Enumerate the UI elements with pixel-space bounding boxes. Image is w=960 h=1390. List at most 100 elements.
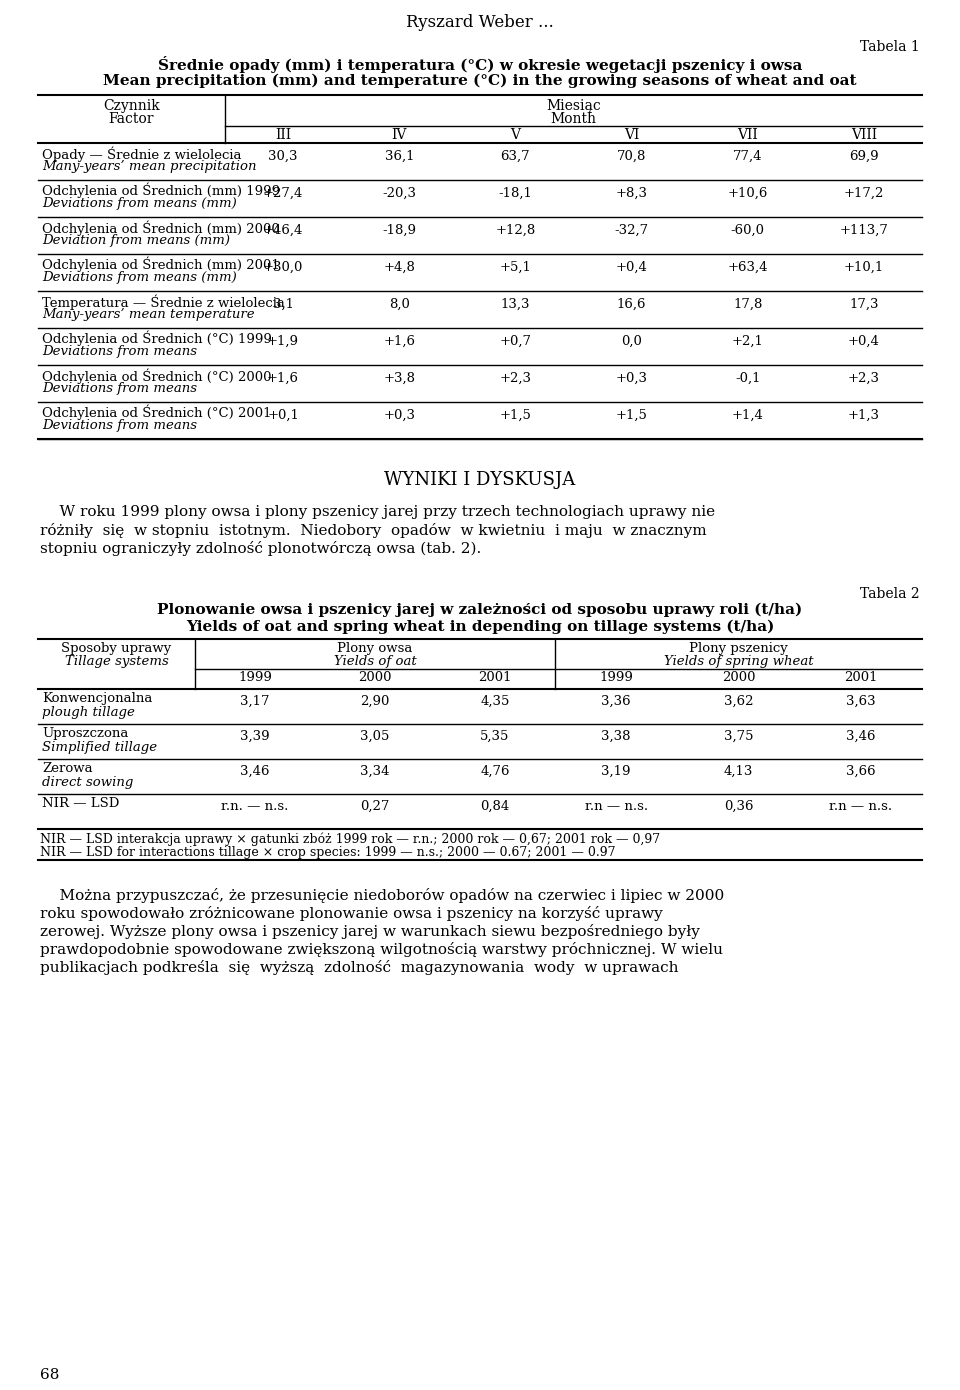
Text: 3,17: 3,17	[240, 695, 270, 708]
Text: +1,9: +1,9	[267, 335, 300, 348]
Text: +0,4: +0,4	[615, 261, 648, 274]
Text: Średnie opady (mm) i temperatura (°C) w okresie wegetacji pszenicy i owsa: Średnie opady (mm) i temperatura (°C) w …	[157, 56, 803, 74]
Text: r.n — n.s.: r.n — n.s.	[829, 801, 893, 813]
Text: direct sowing: direct sowing	[42, 776, 133, 790]
Text: +2,3: +2,3	[499, 373, 532, 385]
Text: +1,5: +1,5	[499, 409, 531, 423]
Text: 0,84: 0,84	[480, 801, 510, 813]
Text: roku spowodowało zróżnicowane plonowanie owsa i pszenicy na korzyść uprawy: roku spowodowało zróżnicowane plonowanie…	[40, 906, 662, 922]
Text: +30,0: +30,0	[263, 261, 303, 274]
Text: 2001: 2001	[478, 671, 512, 684]
Text: +1,6: +1,6	[383, 335, 416, 348]
Text: Ryszard Weber ...: Ryszard Weber ...	[406, 14, 554, 31]
Text: Factor: Factor	[108, 113, 155, 126]
Text: plough tillage: plough tillage	[42, 706, 134, 719]
Text: 3,34: 3,34	[360, 765, 390, 778]
Text: Deviation from means (mm): Deviation from means (mm)	[42, 234, 230, 247]
Text: -20,3: -20,3	[382, 188, 417, 200]
Text: Plonowanie owsa i pszenicy jarej w zależności od sposobu uprawy roli (t/ha): Plonowanie owsa i pszenicy jarej w zależ…	[157, 603, 803, 617]
Text: Odchylenia od Średnich (°C) 2000: Odchylenia od Średnich (°C) 2000	[42, 368, 272, 384]
Text: różniły  się  w stopniu  istotnym.  Niedobory  opadów  w kwietniu  i maju  w zna: różniły się w stopniu istotnym. Niedobor…	[40, 523, 707, 538]
Text: 0,36: 0,36	[724, 801, 754, 813]
Text: Temperatura — Średnie z wielolecia: Temperatura — Średnie z wielolecia	[42, 295, 285, 310]
Text: 77,4: 77,4	[733, 150, 762, 163]
Text: +4,8: +4,8	[383, 261, 415, 274]
Text: -60,0: -60,0	[731, 224, 765, 238]
Text: -32,7: -32,7	[614, 224, 649, 238]
Text: W roku 1999 plony owsa i plony pszenicy jarej przy trzech technologiach uprawy n: W roku 1999 plony owsa i plony pszenicy …	[40, 505, 715, 518]
Text: 3,36: 3,36	[601, 695, 631, 708]
Text: 2000: 2000	[358, 671, 392, 684]
Text: Mean precipitation (mm) and temperature (°C) in the growing seasons of wheat and: Mean precipitation (mm) and temperature …	[104, 74, 856, 89]
Text: Yields of oat and spring wheat in depending on tillage systems (t/ha): Yields of oat and spring wheat in depend…	[186, 620, 774, 634]
Text: publikacjach podkreśla  się  wyższą  zdolność  magazynowania  wody  w uprawach: publikacjach podkreśla się wyższą zdolno…	[40, 960, 679, 974]
Text: Month: Month	[550, 113, 596, 126]
Text: +3,8: +3,8	[383, 373, 416, 385]
Text: +63,4: +63,4	[728, 261, 768, 274]
Text: 16,6: 16,6	[617, 297, 646, 311]
Text: Uproszczona: Uproszczona	[42, 727, 129, 739]
Text: 1999: 1999	[238, 671, 272, 684]
Text: Odchylenia od Średnich (mm) 1999: Odchylenia od Średnich (mm) 1999	[42, 183, 280, 199]
Text: Tillage systems: Tillage systems	[64, 655, 168, 669]
Text: 0,27: 0,27	[360, 801, 390, 813]
Text: VI: VI	[624, 128, 639, 142]
Text: WYNIKI I DYSKUSJA: WYNIKI I DYSKUSJA	[384, 471, 576, 489]
Text: VIII: VIII	[851, 128, 877, 142]
Text: Opady — Średnie z wielolecia: Opady — Średnie z wielolecia	[42, 146, 242, 161]
Text: +2,3: +2,3	[848, 373, 880, 385]
Text: +27,4: +27,4	[263, 188, 303, 200]
Text: Tabela 1: Tabela 1	[860, 40, 920, 54]
Text: Many-years’ mean precipitation: Many-years’ mean precipitation	[42, 160, 256, 172]
Text: -18,1: -18,1	[498, 188, 533, 200]
Text: +10,1: +10,1	[844, 261, 884, 274]
Text: NIR — LSD for interactions tillage × crop species: 1999 — n.s.; 2000 — 0.67; 200: NIR — LSD for interactions tillage × cro…	[40, 847, 615, 859]
Text: Odchylenia od Średnich (mm) 2001: Odchylenia od Średnich (mm) 2001	[42, 257, 279, 272]
Text: +17,2: +17,2	[844, 188, 884, 200]
Text: 3,39: 3,39	[240, 730, 270, 744]
Text: 3,1: 3,1	[273, 297, 294, 311]
Text: +10,6: +10,6	[728, 188, 768, 200]
Text: 3,62: 3,62	[724, 695, 754, 708]
Text: r.n. — n.s.: r.n. — n.s.	[222, 801, 289, 813]
Text: 68: 68	[40, 1368, 60, 1382]
Text: 63,7: 63,7	[500, 150, 530, 163]
Text: VII: VII	[737, 128, 758, 142]
Text: 2000: 2000	[722, 671, 756, 684]
Text: +1,6: +1,6	[267, 373, 300, 385]
Text: NIR — LSD interakcja uprawy × gatunki zbóż 1999 rok — r.n.; 2000 rok — 0,67; 200: NIR — LSD interakcja uprawy × gatunki zb…	[40, 833, 660, 847]
Text: 3,63: 3,63	[846, 695, 876, 708]
Text: III: III	[275, 128, 291, 142]
Text: 3,38: 3,38	[601, 730, 631, 744]
Text: Deviations from means: Deviations from means	[42, 382, 197, 395]
Text: stopniu ograniczyły zdolność plonotwórczą owsa (tab. 2).: stopniu ograniczyły zdolność plonotwórcz…	[40, 541, 481, 556]
Text: -18,9: -18,9	[382, 224, 417, 238]
Text: 30,3: 30,3	[269, 150, 298, 163]
Text: r.n — n.s.: r.n — n.s.	[585, 801, 648, 813]
Text: Yields of spring wheat: Yields of spring wheat	[663, 655, 813, 669]
Text: +1,4: +1,4	[732, 409, 764, 423]
Text: +113,7: +113,7	[839, 224, 888, 238]
Text: 4,13: 4,13	[724, 765, 754, 778]
Text: 36,1: 36,1	[385, 150, 414, 163]
Text: Sposoby uprawy: Sposoby uprawy	[61, 642, 172, 655]
Text: 13,3: 13,3	[501, 297, 530, 311]
Text: 2,90: 2,90	[360, 695, 390, 708]
Text: Zerowa: Zerowa	[42, 762, 92, 776]
Text: 70,8: 70,8	[617, 150, 646, 163]
Text: 3,46: 3,46	[240, 765, 270, 778]
Text: +0,4: +0,4	[848, 335, 880, 348]
Text: 3,19: 3,19	[601, 765, 631, 778]
Text: Simplified tillage: Simplified tillage	[42, 741, 157, 753]
Text: 17,8: 17,8	[733, 297, 762, 311]
Text: zerowej. Wyższe plony owsa i pszenicy jarej w warunkach siewu bezpośredniego był: zerowej. Wyższe plony owsa i pszenicy ja…	[40, 924, 700, 940]
Text: Plony owsa: Plony owsa	[337, 642, 413, 655]
Text: Yields of oat: Yields of oat	[334, 655, 417, 669]
Text: +8,3: +8,3	[615, 188, 648, 200]
Text: 2001: 2001	[844, 671, 877, 684]
Text: Odchylenia od Średnich (mm) 2000: Odchylenia od Średnich (mm) 2000	[42, 220, 279, 235]
Text: 3,46: 3,46	[846, 730, 876, 744]
Text: prawdopodobnie spowodowane zwiększoną wilgotnością warstwy próchnicznej. W wielu: prawdopodobnie spowodowane zwiększoną wi…	[40, 942, 723, 956]
Text: +1,5: +1,5	[615, 409, 648, 423]
Text: 3,66: 3,66	[846, 765, 876, 778]
